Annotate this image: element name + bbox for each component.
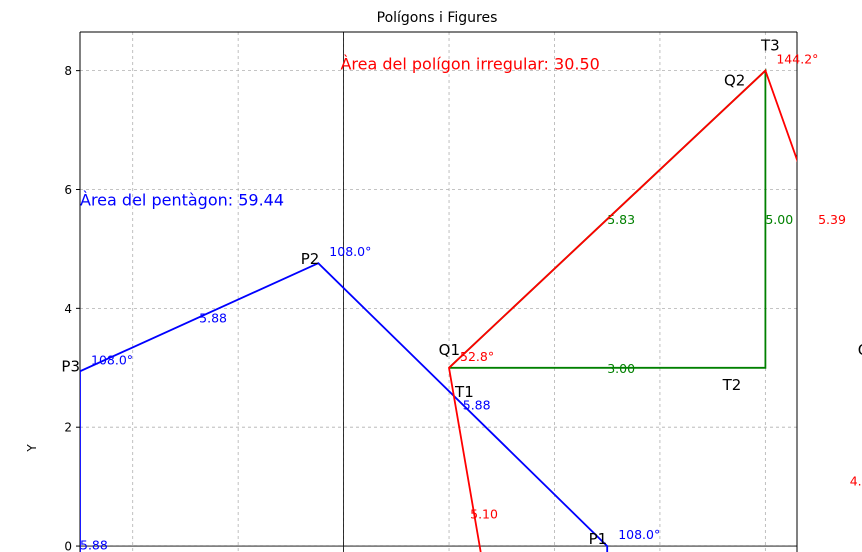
side-label: 5.39 [818, 212, 846, 227]
y-axis-label: Y [25, 444, 39, 453]
angle-label: 144.2° [776, 52, 818, 67]
side-label: 4.12 [850, 474, 862, 489]
area-annotation: Àrea del pentàgon: 59.44 [80, 191, 284, 210]
y-tick-label: 2 [64, 421, 72, 435]
plot-area: 0 2 4 6 8 5.88 5.88 5.88 108.0° 108.0° 108.0° P1 P2 P… [61, 31, 862, 552]
vertex-label: P1 [589, 530, 608, 548]
vertex-label: Q3 [858, 341, 862, 359]
side-label: 5.88 [199, 310, 227, 325]
y-tick-label: 6 [64, 183, 72, 197]
vertex-label: T2 [722, 376, 742, 394]
side-label: 3.00 [607, 361, 635, 376]
chart-title: Polígons i Figures [377, 10, 498, 26]
vertex-label: T1 [454, 383, 474, 401]
side-label: 5.00 [765, 212, 793, 227]
y-tick-label: 0 [64, 540, 72, 552]
side-label: 5.88 [80, 537, 108, 552]
vertex-label: P2 [301, 250, 320, 268]
area-annotation: Àrea del polígon irregular: 30.50 [340, 54, 599, 73]
angle-label: 108.0° [91, 352, 133, 367]
vertex-label: P3 [61, 357, 80, 375]
side-label: 5.83 [607, 212, 635, 227]
y-tick-label: 4 [64, 302, 72, 316]
angle-label: 52.8° [460, 349, 494, 364]
vertex-label: T3 [760, 37, 780, 55]
vertex-label: Q1 [439, 341, 460, 359]
vertex-label: Q2 [724, 72, 745, 90]
series-pentagon-line [80, 262, 609, 552]
angle-label: 108.0° [329, 244, 371, 259]
y-tick-label: 8 [64, 64, 72, 78]
series-irregular-line [448, 69, 797, 552]
side-label: 5.88 [463, 398, 491, 413]
angle-label: 108.0° [618, 527, 660, 542]
side-label: 5.10 [470, 506, 498, 521]
